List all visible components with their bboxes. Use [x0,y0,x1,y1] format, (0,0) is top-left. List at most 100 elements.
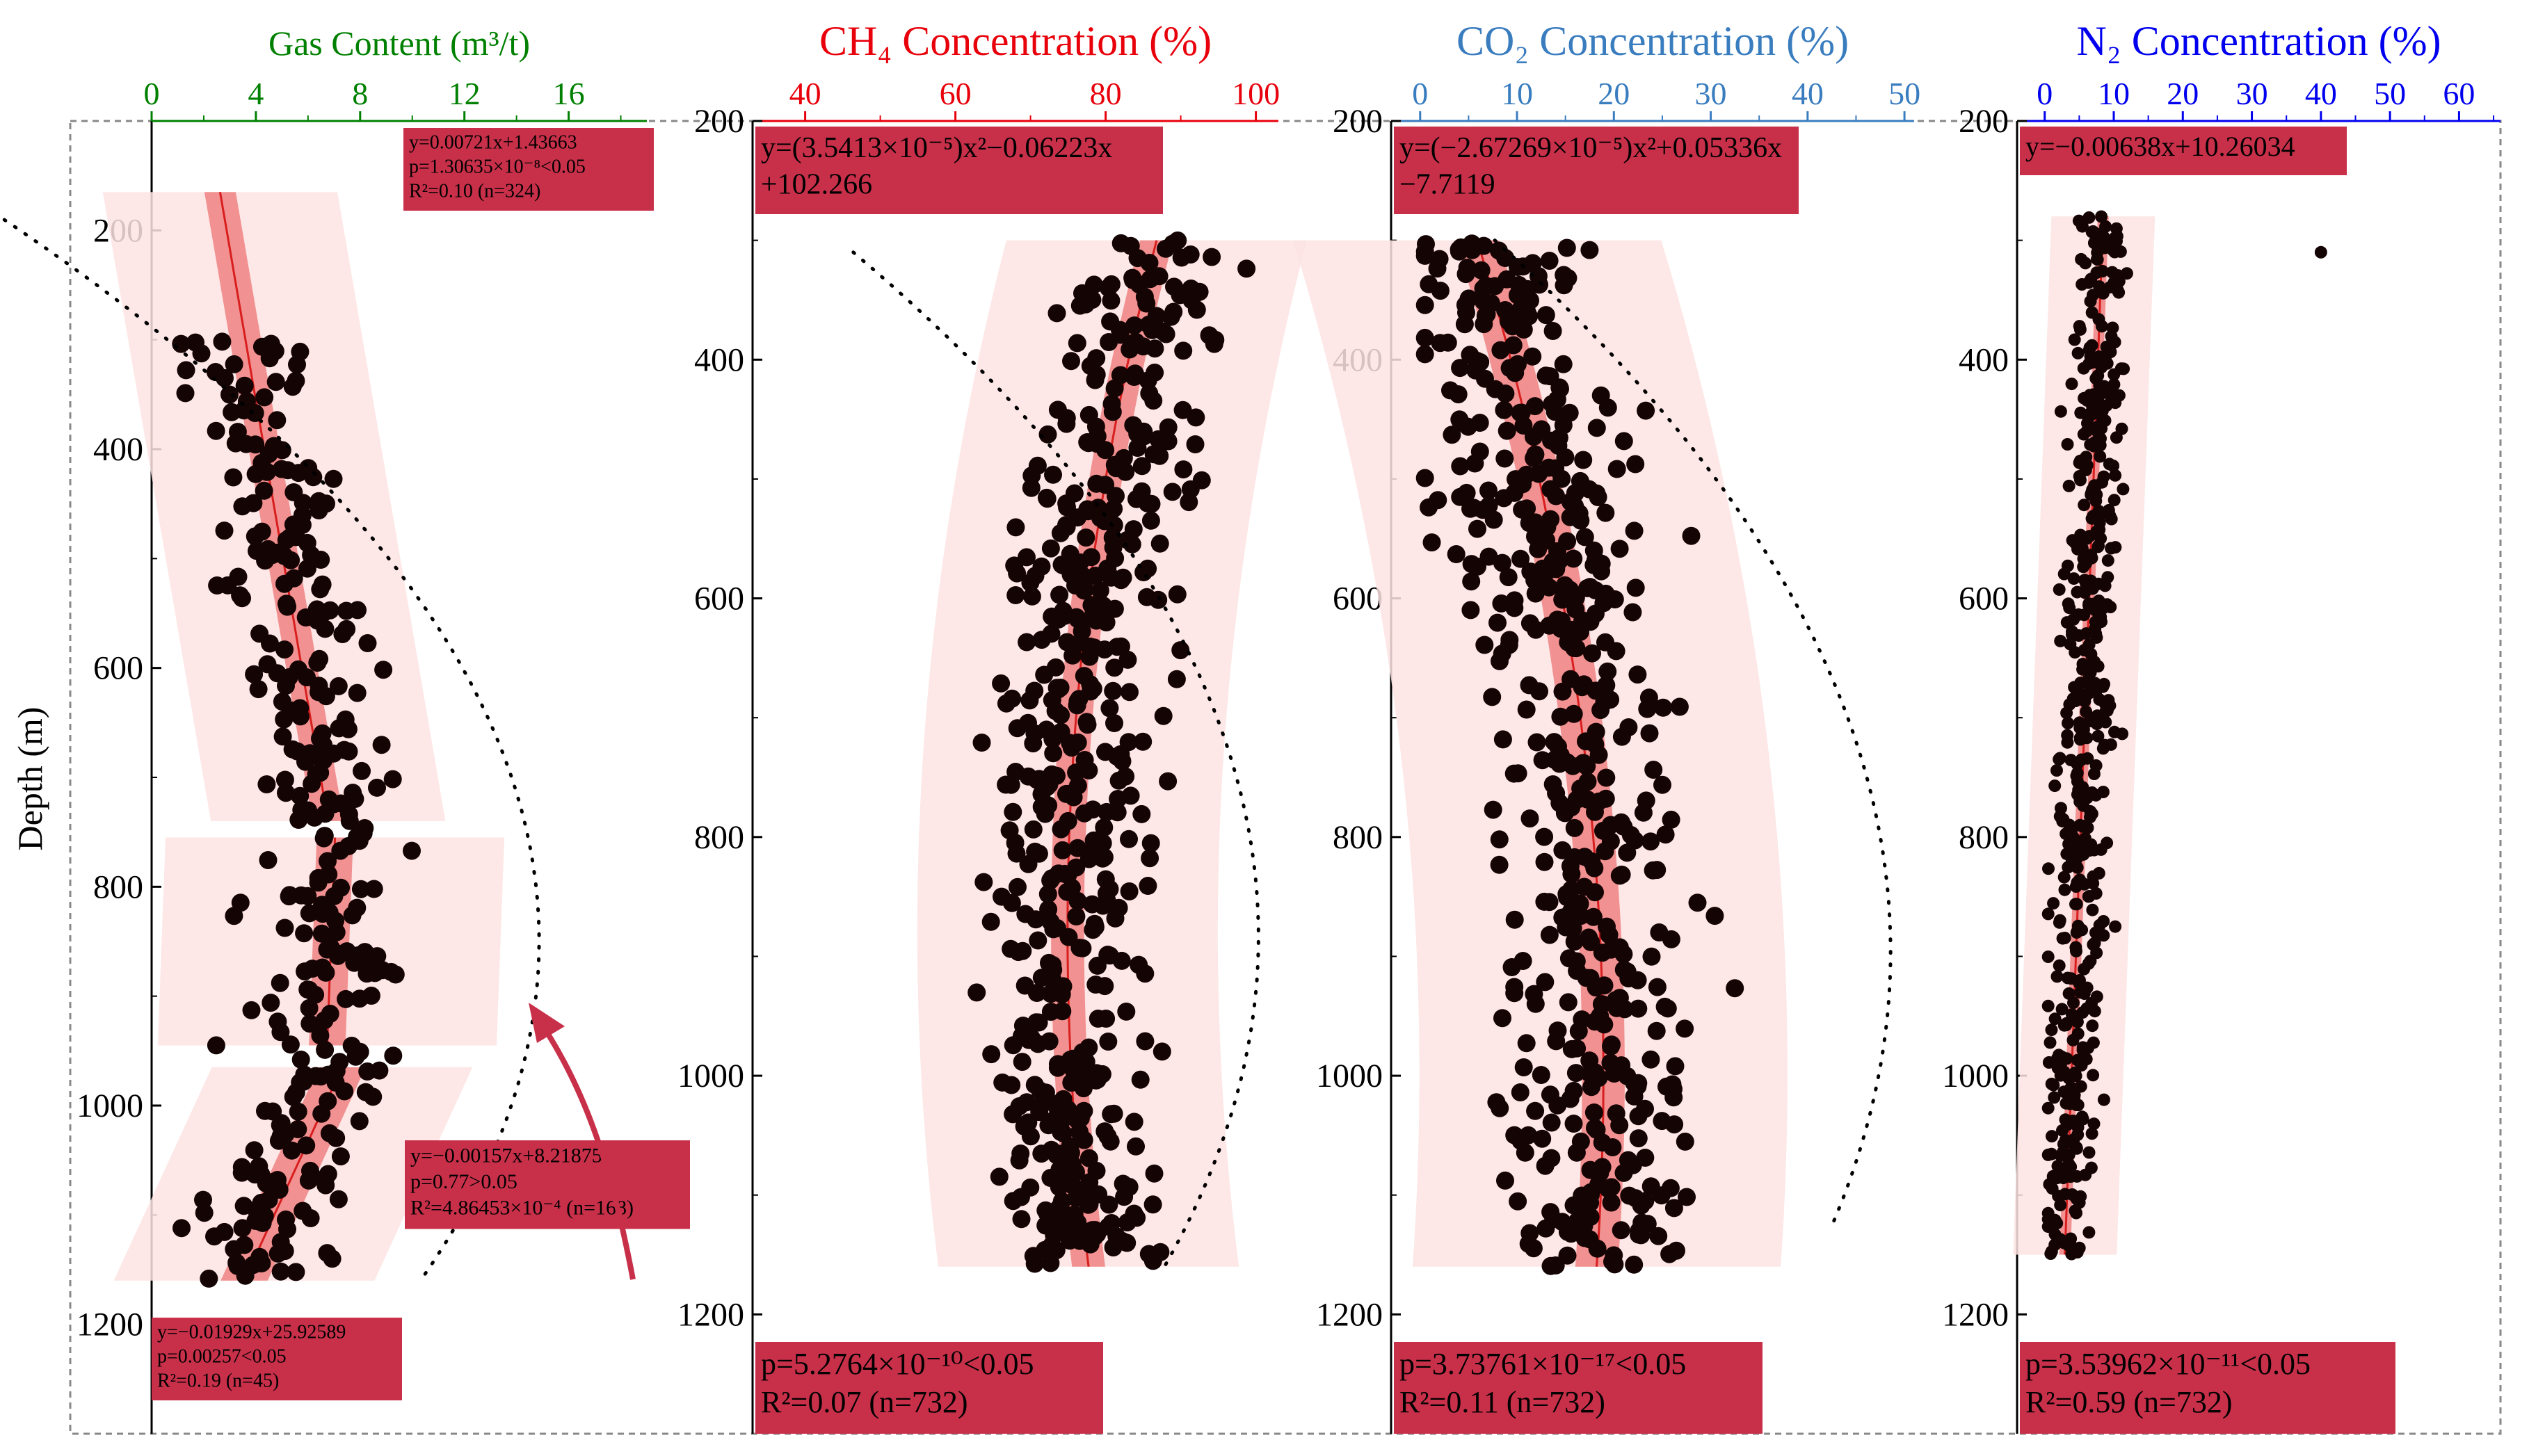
data-point [1139,559,1157,578]
data-point [282,551,300,569]
data-point [1012,1188,1030,1206]
data-point [1555,582,1573,601]
data-point [1625,521,1644,540]
data-point [1562,1040,1581,1058]
data-point [1044,744,1063,763]
data-point [252,1193,271,1212]
data-point [342,1037,361,1055]
data-point [305,808,324,827]
data-point [1084,601,1103,620]
data-point [2073,320,2086,333]
data-point [232,1158,251,1176]
data-point [2077,362,2090,375]
data-point [2047,897,2060,910]
data-point [1676,1019,1694,1038]
data-point [1532,1066,1550,1084]
data-point [1574,478,1593,496]
data-point [974,873,993,891]
data-point [1656,825,1675,844]
data-point [1438,333,1457,352]
data-point [356,1083,375,1101]
data-point [337,989,355,1008]
data-point [2082,597,2096,610]
data-point [1483,688,1502,706]
data-point [1043,765,1061,784]
data-point [324,469,343,488]
data-point [1088,427,1107,446]
data-point [1101,312,1120,331]
data-point [1537,531,1556,550]
data-point [1595,693,1614,711]
y-axis-label: Depth (m) [10,707,49,851]
data-point [2082,957,2095,970]
y-tick-label: 1200 [677,1296,744,1333]
data-point [1486,277,1504,296]
data-point [1564,549,1583,568]
data-point [1461,346,1479,364]
data-point [1125,316,1143,335]
stats-annotation-line: p=3.53962×10⁻¹¹<0.05 [2025,1347,2311,1381]
data-point [1462,572,1481,591]
data-point [1125,364,1144,383]
data-point [2085,838,2098,851]
data-point [1521,291,1539,310]
data-point [1628,971,1647,989]
data-point [1493,730,1512,749]
data-point [1525,571,1544,590]
data-point [303,1167,322,1186]
data-point [225,907,243,925]
data-point [337,620,356,638]
data-point [1564,1081,1583,1100]
data-point [215,521,234,540]
data-point [1667,1241,1685,1260]
data-point [2069,646,2082,659]
data-point [289,1102,307,1121]
data-point [1466,361,1485,380]
data-point [2053,752,2066,765]
data-point [313,575,332,594]
data-point [1061,1137,1079,1156]
data-point [257,775,276,793]
equation-annotation-line: y=−0.00157x+8.21875 [410,1144,602,1167]
data-point [1540,252,1559,270]
data-point [1451,359,1470,378]
data-point [271,1023,290,1042]
data-point [2097,1093,2110,1106]
data-point [1648,861,1667,880]
data-point [1164,302,1183,321]
data-point [1509,1192,1527,1211]
data-point [1547,784,1566,802]
data-point [1602,1178,1621,1197]
data-point [1075,1101,1093,1120]
data-point [1545,733,1564,752]
x-tick-label: 50 [1888,76,1920,111]
data-point [1526,584,1545,603]
data-point [1046,1110,1065,1129]
data-point [257,462,276,481]
data-point [1548,610,1566,629]
data-point [1637,401,1655,420]
data-point [263,546,282,565]
data-point [1597,768,1616,787]
data-point [1107,747,1126,766]
data-point [1601,832,1620,850]
scatter-points [968,231,1256,1273]
data-point [2069,1069,2082,1083]
data-point [1145,1164,1164,1183]
data-point [304,468,323,487]
data-point [348,898,367,917]
data-point [1136,964,1155,983]
data-point [1605,590,1624,608]
data-point [2061,559,2074,572]
data-point [1641,1050,1660,1069]
data-point [1000,821,1019,840]
data-point [2092,350,2105,363]
data-point [1061,734,1079,752]
data-point [1153,1042,1171,1061]
data-point [2060,706,2073,720]
data-point [1099,1033,1118,1051]
data-point [1053,841,1072,859]
data-point [1670,697,1689,716]
data-point [1493,1009,1511,1028]
